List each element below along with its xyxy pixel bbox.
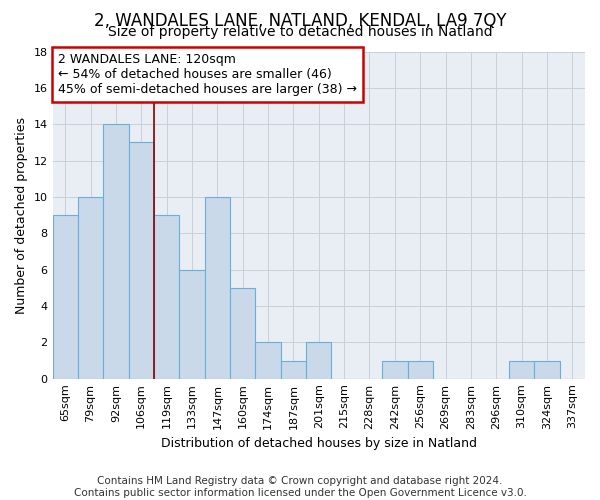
Bar <box>205 197 230 378</box>
Bar <box>128 142 154 378</box>
Text: 2 WANDALES LANE: 120sqm
← 54% of detached houses are smaller (46)
45% of semi-de: 2 WANDALES LANE: 120sqm ← 54% of detache… <box>58 53 357 96</box>
Bar <box>179 270 205 378</box>
Text: 2, WANDALES LANE, NATLAND, KENDAL, LA9 7QY: 2, WANDALES LANE, NATLAND, KENDAL, LA9 7… <box>94 12 506 30</box>
Bar <box>103 124 128 378</box>
Bar <box>53 215 78 378</box>
Bar <box>509 360 534 378</box>
Bar <box>154 215 179 378</box>
Bar <box>281 360 306 378</box>
Bar <box>534 360 560 378</box>
Bar <box>230 288 256 378</box>
Bar <box>382 360 407 378</box>
Bar <box>78 197 103 378</box>
Text: Contains HM Land Registry data © Crown copyright and database right 2024.
Contai: Contains HM Land Registry data © Crown c… <box>74 476 526 498</box>
Text: Size of property relative to detached houses in Natland: Size of property relative to detached ho… <box>107 25 493 39</box>
Bar <box>306 342 331 378</box>
Bar <box>256 342 281 378</box>
Y-axis label: Number of detached properties: Number of detached properties <box>15 116 28 314</box>
X-axis label: Distribution of detached houses by size in Natland: Distribution of detached houses by size … <box>161 437 477 450</box>
Bar <box>407 360 433 378</box>
